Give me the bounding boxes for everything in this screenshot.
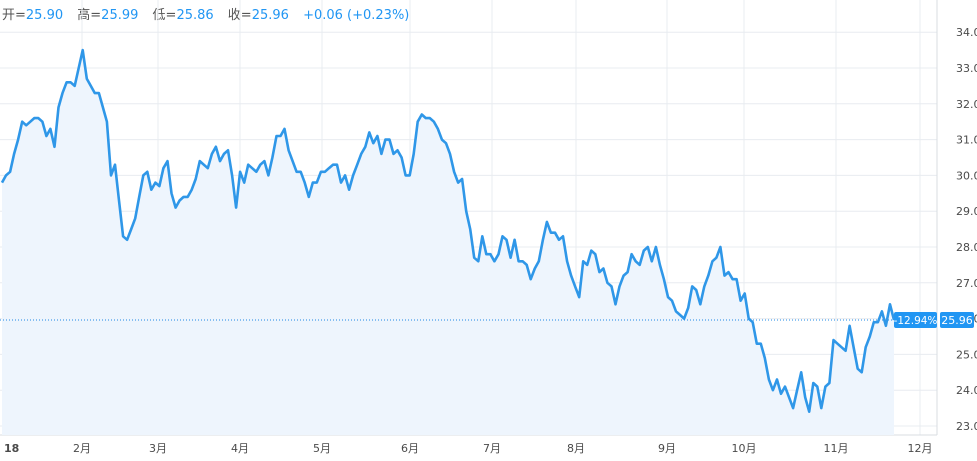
change-value: +0.06 (+0.23%) bbox=[303, 8, 410, 23]
y-tick-label: 25.00 bbox=[956, 348, 977, 361]
last-price-label: 25.96 bbox=[941, 314, 973, 327]
high-label: 高= bbox=[77, 8, 102, 23]
close-value: 25.96 bbox=[251, 8, 289, 23]
x-tick-label: 7月 bbox=[483, 442, 501, 455]
x-tick-label: 8月 bbox=[567, 442, 585, 455]
x-tick-label: 10月 bbox=[732, 442, 757, 455]
percent-change-label: -12.94% bbox=[894, 315, 938, 327]
price-area bbox=[2, 50, 894, 435]
price-line bbox=[0, 48, 896, 413]
open-label: 开= bbox=[2, 8, 26, 23]
x-tick-label: 2月 bbox=[73, 442, 91, 455]
low-label: 低= bbox=[152, 8, 177, 23]
y-tick-label: 29.00 bbox=[956, 205, 977, 218]
x-tick-label: 12月 bbox=[908, 442, 933, 455]
y-tick-label: 23.00 bbox=[956, 420, 977, 433]
y-tick-label: 32.00 bbox=[956, 98, 977, 111]
low-value: 25.86 bbox=[176, 8, 214, 23]
x-tick-label: 9月 bbox=[658, 442, 676, 455]
y-tick-label: 34.00 bbox=[956, 26, 977, 39]
last-price-badge bbox=[940, 312, 974, 329]
y-tick-label: 31.00 bbox=[956, 134, 977, 147]
percent-change-badge bbox=[894, 312, 937, 329]
high-value: 25.99 bbox=[101, 8, 139, 23]
x-tick-label: 5月 bbox=[313, 442, 331, 455]
x-tick-label: 6月 bbox=[401, 442, 419, 455]
y-tick-label: 24.00 bbox=[956, 384, 977, 397]
y-tick-label: 30.00 bbox=[956, 169, 977, 182]
open-value: 25.90 bbox=[25, 8, 64, 23]
x-tick-label: 4月 bbox=[231, 442, 249, 455]
x-tick-label: 11月 bbox=[824, 442, 849, 455]
y-tick-label: 27.00 bbox=[956, 277, 977, 290]
y-tick-label: 33.00 bbox=[956, 62, 977, 75]
y-tick-label: 28.00 bbox=[956, 241, 977, 254]
x-tick-label: 3月 bbox=[149, 442, 167, 455]
x-tick-label: 18 bbox=[4, 442, 19, 455]
